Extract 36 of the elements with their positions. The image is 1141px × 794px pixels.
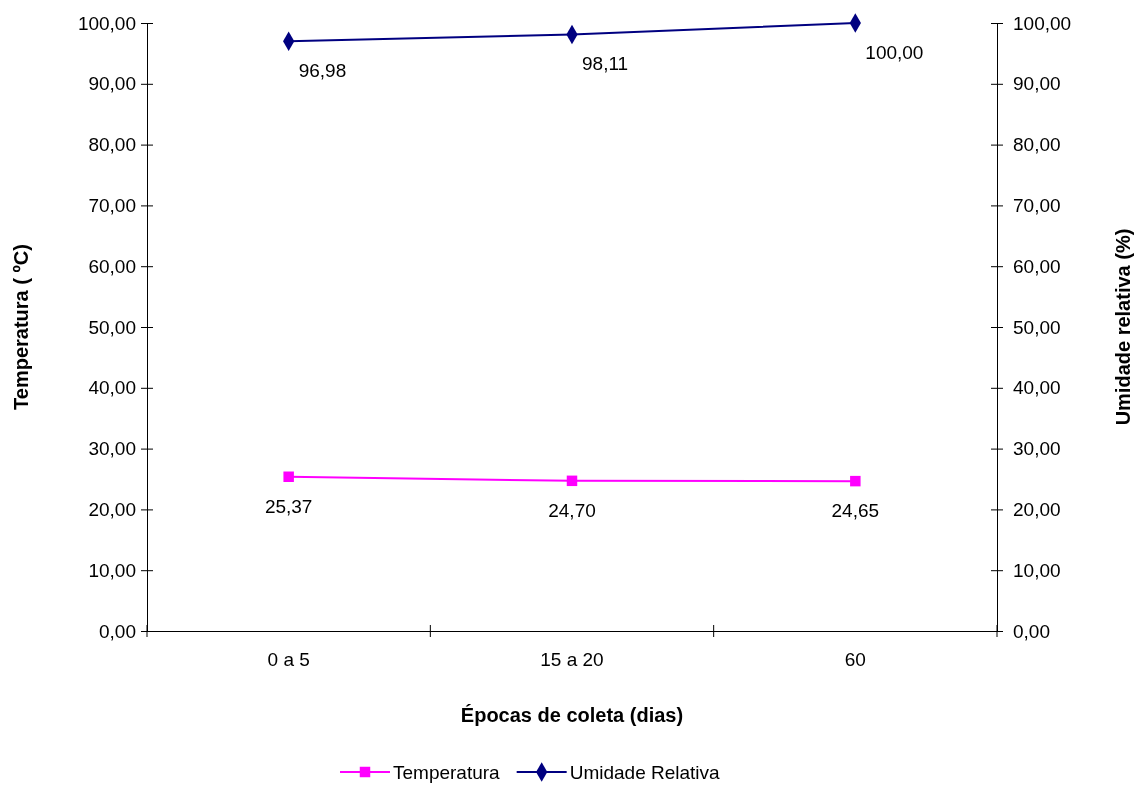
data-label: 25,37 (264, 495, 313, 517)
data-label: 24,65 (831, 500, 880, 522)
y-tick-label: 70,00 (88, 194, 136, 216)
y-tick-label: 10,00 (88, 559, 136, 581)
y2-tick-label: 0,00 (1013, 620, 1050, 642)
x-tick-label: 60 (844, 649, 866, 671)
y2-tick-label: 40,00 (1013, 377, 1061, 399)
y2-axis-title: Umidade relativa (%) (1112, 228, 1134, 426)
y2-tick-label: 50,00 (1013, 316, 1061, 338)
data-label: 96,98 (298, 60, 347, 82)
y-tick-label: 50,00 (88, 316, 136, 338)
x-tick-label: 15 a 20 (540, 649, 604, 671)
data-label: 98,11 (582, 53, 629, 75)
legend-label: Temperatura (393, 762, 501, 783)
data-label: 24,70 (548, 499, 596, 521)
y-tick-label: 30,00 (88, 438, 136, 460)
y2-tick-label: 90,00 (1013, 73, 1061, 95)
legend-label: Umidade Relativa (569, 762, 721, 783)
y2-tick-label: 10,00 (1013, 559, 1061, 581)
y2-tick-label: 30,00 (1013, 438, 1061, 460)
y-tick-label: 80,00 (88, 134, 136, 156)
x-tick-label: 0 a 5 (267, 649, 310, 671)
data-label: 100,00 (865, 42, 924, 63)
y2-tick-label: 60,00 (1013, 255, 1061, 277)
y2-tick-label: 100,00 (1013, 12, 1072, 34)
y-tick-label: 40,00 (88, 377, 136, 399)
y-axis-title: Temperatura ( ºC) (10, 244, 32, 410)
y2-tick-label: 80,00 (1013, 134, 1061, 156)
x-axis-title: Épocas de coleta (dias) (460, 704, 684, 726)
y-tick-label: 90,00 (88, 73, 136, 95)
y-tick-label: 100,00 (77, 12, 136, 34)
y-tick-label: 0,00 (99, 620, 136, 642)
y-tick-label: 60,00 (88, 255, 136, 277)
y2-tick-label: 70,00 (1013, 194, 1061, 216)
y-tick-label: 20,00 (88, 498, 136, 520)
y2-tick-label: 20,00 (1013, 498, 1061, 520)
